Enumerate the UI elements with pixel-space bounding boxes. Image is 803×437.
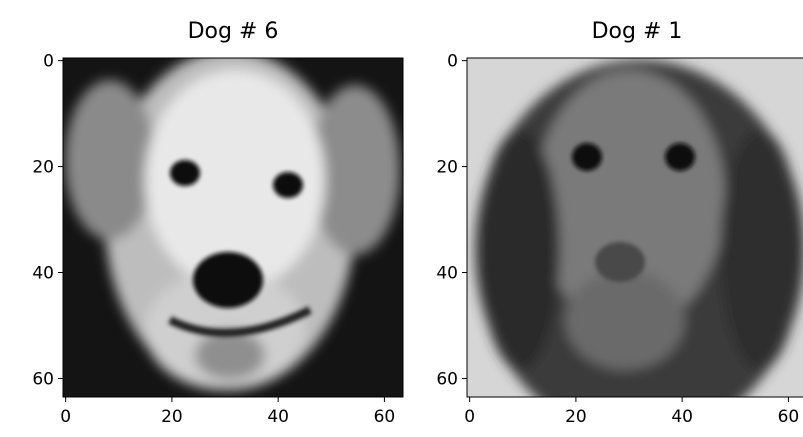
y-tick-label: 60: [32, 369, 54, 389]
y-tick-label: 20: [32, 158, 54, 178]
y-tick-label: 20: [436, 158, 458, 178]
chart-title: Dog # 1: [592, 19, 683, 44]
x-tick-label: 20: [565, 407, 587, 427]
y-tick-label: 0: [447, 52, 458, 72]
x-tick-label: 60: [778, 407, 800, 427]
x-tick-label: 40: [267, 407, 289, 427]
y-tick-label: 0: [43, 52, 54, 72]
chart-title: Dog # 6: [188, 19, 279, 44]
x-tick-label: 60: [374, 407, 396, 427]
y-tick-label: 40: [32, 264, 54, 284]
y-tick-label: 40: [436, 264, 458, 284]
image: [467, 58, 803, 437]
y-tick-label: 60: [436, 369, 458, 389]
x-tick-label: 0: [464, 407, 475, 427]
x-tick-label: 0: [60, 407, 71, 427]
x-tick-label: 20: [161, 407, 183, 427]
x-tick-label: 40: [671, 407, 693, 427]
figure: Dog # 6 0 20 40 60 0 20 40 60 Dog # 1 0 20 40 60 0 20 40…: [0, 0, 803, 437]
image: [63, 50, 403, 397]
